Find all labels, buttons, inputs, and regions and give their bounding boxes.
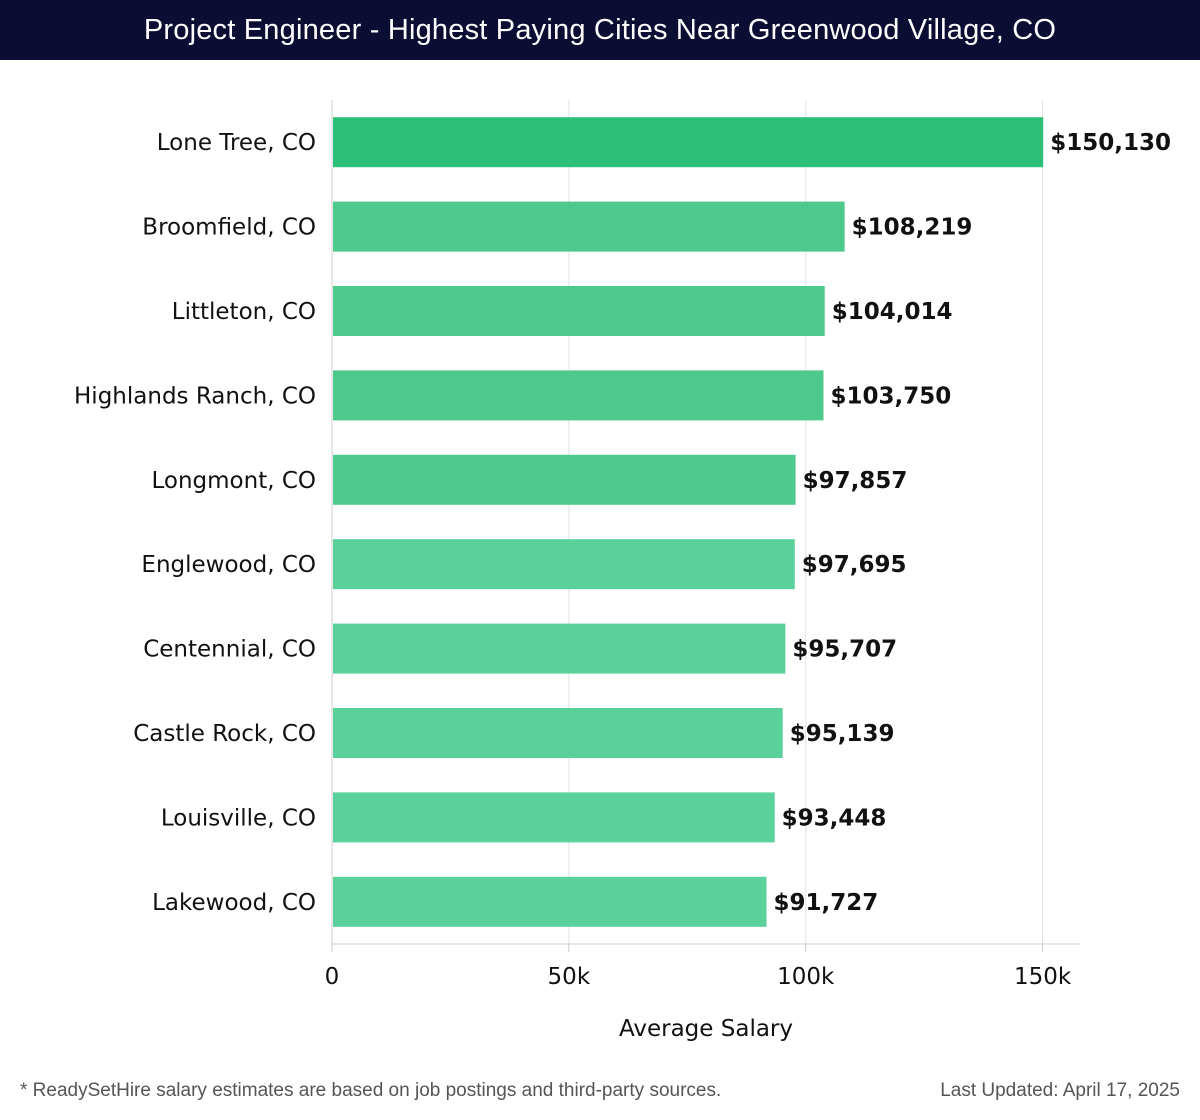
category-label: Littleton, CO — [172, 299, 316, 325]
value-label: $95,139 — [790, 721, 895, 747]
category-label: Broomfield, CO — [142, 215, 316, 241]
value-label: $108,219 — [852, 215, 973, 241]
category-label: Lone Tree, CO — [157, 130, 316, 156]
value-label: $93,448 — [782, 805, 887, 831]
category-label: Castle Rock, CO — [133, 721, 316, 747]
x-tick-label: 150k — [1014, 964, 1072, 990]
bar — [333, 539, 795, 590]
value-label: $97,857 — [803, 468, 908, 494]
bar — [333, 286, 825, 336]
bar — [333, 201, 845, 252]
last-updated: Last Updated: April 17, 2025 — [940, 1080, 1180, 1101]
x-tick-label: 100k — [777, 964, 835, 990]
value-label: $91,727 — [774, 890, 879, 916]
value-label: $103,750 — [830, 383, 951, 409]
footnote: * ReadySetHire salary estimates are base… — [20, 1080, 722, 1101]
x-axis-title: Average Salary — [619, 1016, 793, 1042]
bar — [333, 708, 783, 758]
bar — [333, 792, 775, 843]
category-label: Englewood, CO — [141, 552, 316, 578]
x-tick-label: 0 — [325, 964, 340, 990]
category-label: Longmont, CO — [151, 468, 316, 494]
chart-title: Project Engineer - Highest Paying Cities… — [0, 0, 1200, 60]
value-label: $95,707 — [792, 637, 897, 663]
bar — [333, 117, 1044, 168]
category-label: Louisville, CO — [161, 805, 316, 831]
value-label: $97,695 — [802, 552, 907, 578]
value-label: $150,130 — [1050, 130, 1171, 156]
value-label: $104,014 — [832, 299, 953, 325]
category-label: Highlands Ranch, CO — [74, 383, 316, 409]
category-label: Lakewood, CO — [152, 890, 316, 916]
category-label: Centennial, CO — [143, 637, 316, 663]
bar — [333, 370, 824, 421]
bar — [333, 623, 786, 674]
x-tick-label: 50k — [548, 964, 591, 990]
bar — [333, 876, 767, 927]
bar — [333, 454, 796, 505]
